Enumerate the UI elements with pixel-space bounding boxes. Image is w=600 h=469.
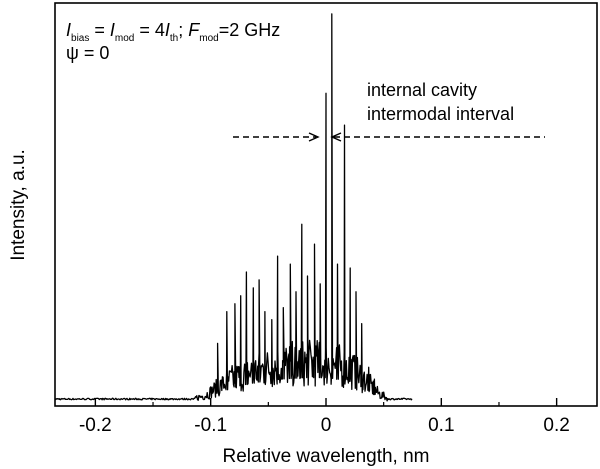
y-axis-label: Intensity, a.u. [8,149,29,261]
x-tick-label: -0.1 [194,415,227,436]
intermodal-interval-arrows [233,132,545,142]
x-tick-label: -0.2 [79,415,112,436]
cavity-annotation-line2: intermodal interval [367,104,514,124]
params-annotation: Ibias = Imod = 4Ith; Fmod=2 GHz [66,20,280,44]
cavity-annotation-line1: internal cavity [367,80,477,100]
x-tick-label: 0 [321,415,332,436]
x-tick-label: 0.1 [428,415,454,436]
x-tick-labels: -0.2 -0.1 0 0.1 0.2 [79,415,570,436]
spectrum-line [54,13,413,402]
psi-annotation: ψ = 0 [66,43,109,63]
x-axis-label: Relative wavelength, nm [223,446,430,467]
x-tick-label: 0.2 [543,415,569,436]
